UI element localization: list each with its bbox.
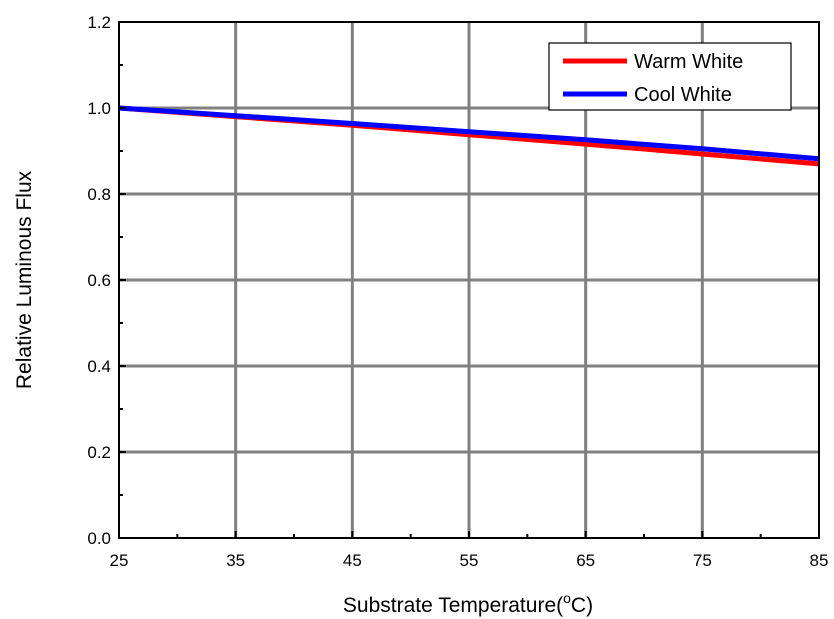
y-tick-label: 0.8 [87,185,111,204]
series-line-cool-white [118,105,820,162]
x-tick-label: 85 [810,551,829,570]
legend: Warm White Cool White [548,42,792,111]
legend-label-cool-white: Cool White [634,84,732,106]
x-tick-label: 55 [460,551,479,570]
y-tick-label: 1.2 [87,13,111,32]
legend-label-warm-white: Warm White [634,51,743,73]
y-tick-label: 0.6 [87,271,111,290]
series-lines [118,105,820,167]
x-axis-title: Substrate Temperature(oC) [343,590,593,617]
legend-box [548,42,792,111]
axis-ticks [118,21,820,539]
x-tick-labels: 25 35 45 55 65 75 85 [110,551,829,570]
y-tick-labels: 0.0 0.2 0.4 0.6 0.8 1.0 1.2 [87,13,111,548]
y-tick-label: 0.2 [87,443,111,462]
x-tick-label: 65 [576,551,595,570]
x-tick-label: 75 [693,551,712,570]
x-tick-label: 25 [110,551,129,570]
y-axis-title: Relative Luminous Flux [13,170,36,389]
y-tick-label: 0.0 [87,529,111,548]
y-tick-label: 0.4 [87,357,111,376]
degree-superscript: o [563,590,571,606]
x-tick-label: 35 [226,551,245,570]
y-tick-label: 1.0 [87,99,111,118]
x-tick-label: 45 [343,551,362,570]
